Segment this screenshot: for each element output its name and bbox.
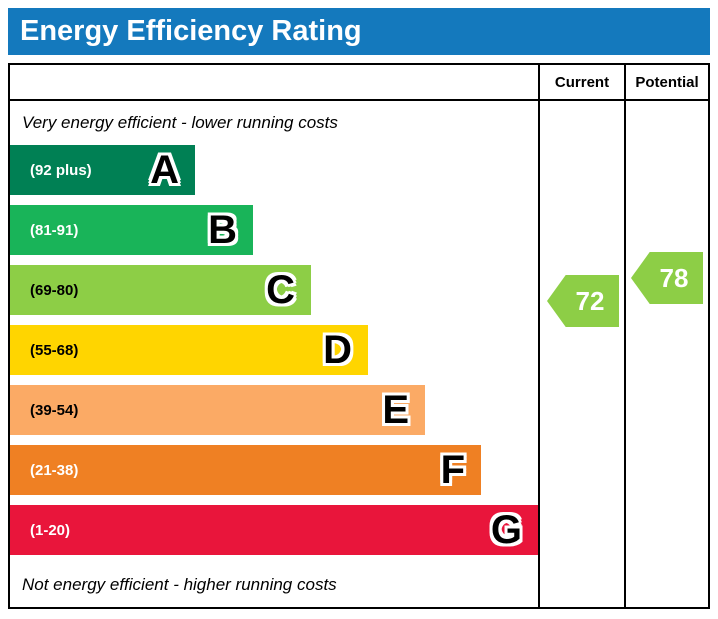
band-a: (92 plus) A xyxy=(10,145,195,195)
bands-area: Very energy efficient - lower running co… xyxy=(10,101,538,607)
potential-rating-value: 78 xyxy=(659,262,689,293)
band-c: (69-80) C xyxy=(10,265,311,315)
current-column: 72 xyxy=(538,101,624,607)
band-a-range: (92 plus) xyxy=(30,161,92,179)
potential-column-header: Potential xyxy=(624,65,708,101)
band-f-range: (21-38) xyxy=(30,461,79,479)
current-rating-value: 72 xyxy=(575,285,605,316)
band-f-letter: F xyxy=(440,448,465,492)
band-f: (21-38) F xyxy=(10,445,481,495)
current-rating-arrow: 72 xyxy=(547,275,619,327)
band-g-letter: G xyxy=(490,508,522,552)
band-d-range: (55-68) xyxy=(30,341,79,359)
band-b: (81-91) B xyxy=(10,205,253,255)
bottom-note: Not energy efficient - higher running co… xyxy=(22,575,337,594)
band-c-letter: C xyxy=(266,268,295,312)
band-e-letter: E xyxy=(382,388,409,432)
chart-title: Energy Efficiency Rating xyxy=(20,15,362,47)
band-c-range: (69-80) xyxy=(30,281,79,299)
top-note: Very energy efficient - lower running co… xyxy=(22,113,338,132)
potential-column: 78 xyxy=(624,101,708,607)
current-column-header: Current xyxy=(538,65,624,101)
band-e: (39-54) E xyxy=(10,385,425,435)
band-b-range: (81-91) xyxy=(30,221,79,239)
band-d-letter: D xyxy=(323,328,352,372)
header-spacer xyxy=(10,65,538,101)
potential-rating-arrow: 78 xyxy=(631,252,703,304)
chart-title-bar: Energy Efficiency Rating xyxy=(8,8,710,55)
band-b-letter: B xyxy=(208,208,237,252)
rating-table: Current Potential Very energy efficient … xyxy=(8,63,710,609)
band-e-range: (39-54) xyxy=(30,401,79,419)
band-g: (1-20) G xyxy=(10,505,538,555)
band-a-letter: A xyxy=(150,148,179,192)
band-g-range: (1-20) xyxy=(30,521,71,539)
band-d: (55-68) D xyxy=(10,325,368,375)
